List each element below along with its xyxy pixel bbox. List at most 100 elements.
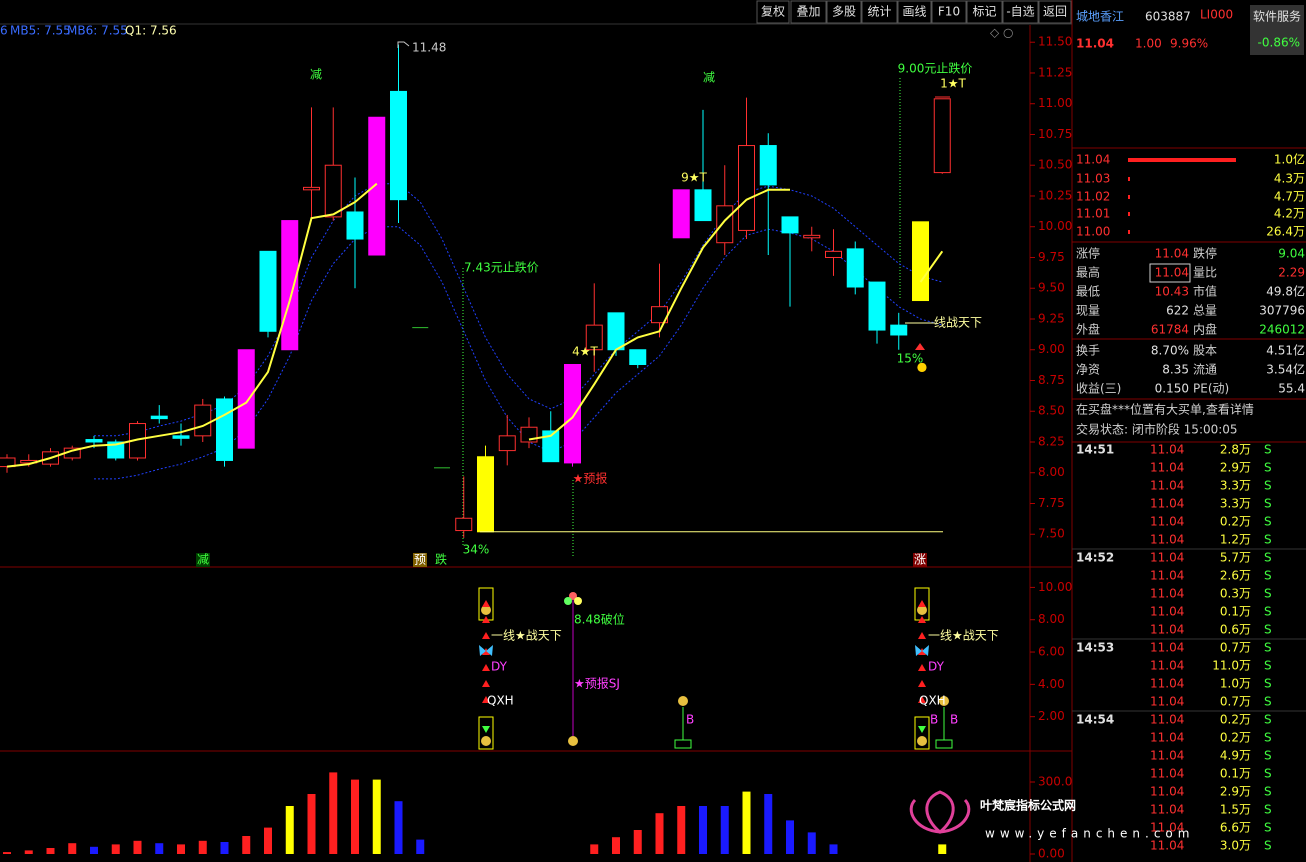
toolbar-label[interactable]: 叠加 bbox=[796, 5, 820, 19]
bid-price: 11.04 bbox=[1076, 153, 1110, 167]
up-arrow bbox=[918, 680, 926, 687]
bid-volume: 1.0亿 bbox=[1274, 152, 1305, 167]
stat-label: 总量 bbox=[1193, 304, 1217, 318]
stat-label: 换手 bbox=[1076, 344, 1100, 358]
tick-side: S bbox=[1264, 641, 1272, 655]
y-tick-label: 10.50 bbox=[1038, 158, 1072, 172]
stat-value: 307796 bbox=[1259, 304, 1305, 318]
volume-bar bbox=[764, 794, 773, 854]
volume-bar bbox=[655, 813, 664, 854]
candle-body bbox=[237, 349, 255, 449]
tick-volume: 0.1万 bbox=[1220, 605, 1251, 619]
tick-side: S bbox=[1264, 533, 1272, 547]
toolbar-button[interactable] bbox=[826, 0, 862, 24]
up-arrow bbox=[482, 632, 490, 639]
butterfly bbox=[915, 645, 929, 656]
toolbar-button[interactable] bbox=[1002, 0, 1039, 24]
y-tick-label: 8.00 bbox=[1038, 612, 1065, 626]
y-tick-label: 10.00 bbox=[1038, 219, 1072, 233]
bid-price: 11.03 bbox=[1076, 172, 1110, 186]
candle-body bbox=[716, 205, 734, 244]
tick-price: 11.04 bbox=[1150, 785, 1184, 799]
diamond-icon: ◇ ○ bbox=[990, 26, 1014, 40]
tick-volume: 0.7万 bbox=[1220, 641, 1251, 655]
tick-side: S bbox=[1264, 767, 1272, 781]
toolbar-label[interactable]: -自选 bbox=[1006, 5, 1034, 19]
toolbar-button[interactable] bbox=[931, 0, 967, 24]
toolbar-label[interactable]: 标记 bbox=[972, 5, 996, 19]
bid-bar bbox=[1128, 212, 1130, 216]
chart-annotation: ★预报 bbox=[573, 471, 608, 486]
tick-time: 14:52 bbox=[1076, 551, 1114, 565]
bid-bar bbox=[1128, 195, 1130, 199]
volume-bar bbox=[720, 806, 729, 854]
volume-bar bbox=[133, 840, 142, 854]
legend-item: 6 bbox=[0, 24, 8, 38]
bid-price: 11.00 bbox=[1076, 225, 1110, 239]
tick-side: S bbox=[1264, 479, 1272, 493]
chart-annotation: 减 bbox=[703, 71, 715, 85]
candle-body bbox=[759, 145, 777, 186]
toolbar-label[interactable]: 多股 bbox=[832, 5, 856, 19]
toolbar-button[interactable] bbox=[1038, 0, 1072, 24]
volume-bar bbox=[155, 843, 164, 854]
bid-bar bbox=[1128, 158, 1236, 162]
stat-label: 现量 bbox=[1076, 304, 1100, 318]
stock-name: 城地香江 bbox=[1076, 10, 1124, 24]
toolbar-label[interactable]: 画线 bbox=[902, 5, 926, 19]
volume-bar bbox=[307, 794, 316, 854]
candle-body bbox=[607, 312, 625, 351]
tick-volume: 0.2万 bbox=[1220, 731, 1251, 745]
y-tick-label: 10.00 bbox=[1038, 580, 1072, 594]
stat-value: 2.29 bbox=[1278, 266, 1305, 280]
toolbar-label[interactable]: 返回 bbox=[1043, 5, 1067, 19]
tick-volume: 2.8万 bbox=[1220, 443, 1251, 457]
tick-price: 11.04 bbox=[1150, 731, 1184, 745]
up-arrow bbox=[482, 680, 490, 687]
y-tick-label: 8.75 bbox=[1038, 373, 1065, 387]
toolbar-label[interactable]: 复权 bbox=[761, 5, 785, 19]
high-marker bbox=[397, 41, 410, 48]
toolbar-button[interactable] bbox=[790, 0, 827, 24]
candle-body bbox=[846, 248, 864, 288]
toolbar-label[interactable]: 统计 bbox=[867, 5, 891, 19]
tick-side: S bbox=[1264, 443, 1272, 457]
tick-volume: 0.2万 bbox=[1220, 515, 1251, 529]
stat-value: 4.51亿 bbox=[1266, 343, 1305, 358]
balloon bbox=[569, 592, 577, 600]
down-arrow bbox=[918, 726, 926, 733]
y-tick-label: 9.00 bbox=[1038, 342, 1065, 356]
tick-side: S bbox=[1264, 461, 1272, 475]
toolbar-button[interactable] bbox=[966, 0, 1003, 24]
bid-bar bbox=[1128, 177, 1130, 181]
stat-value: 10.43 bbox=[1155, 285, 1189, 299]
bid-volume: 4.2万 bbox=[1274, 207, 1305, 221]
tick-side: S bbox=[1264, 569, 1272, 583]
up-arrow bbox=[482, 648, 490, 655]
toolbar-label[interactable]: F10 bbox=[938, 5, 960, 19]
indicator-annotation: 一线★战天下 bbox=[928, 629, 999, 643]
tick-volume: 3.3万 bbox=[1220, 479, 1251, 493]
toolbar-button[interactable] bbox=[897, 0, 932, 24]
chart-annotation: 减 bbox=[310, 68, 322, 82]
y-tick-label: 10.75 bbox=[1038, 127, 1072, 141]
toolbar-button[interactable] bbox=[756, 0, 790, 24]
tick-price: 11.04 bbox=[1150, 479, 1184, 493]
candle-body bbox=[259, 250, 277, 332]
tick-price: 11.04 bbox=[1150, 587, 1184, 601]
tick-price: 11.04 bbox=[1150, 641, 1184, 655]
sector-name: 软件服务 bbox=[1253, 9, 1301, 24]
candle-body bbox=[781, 216, 799, 234]
notice: 在买盘***位置有大买单,查看详情 bbox=[1076, 402, 1254, 417]
tick-price: 11.04 bbox=[1150, 821, 1184, 835]
tick-side: S bbox=[1264, 515, 1272, 529]
up-arrow bbox=[918, 648, 926, 655]
y-tick-label: 11.50 bbox=[1038, 35, 1072, 49]
tick-price: 11.04 bbox=[1150, 677, 1184, 691]
stat-label: 收益(三) bbox=[1076, 382, 1121, 396]
y-tick-label: 0.00 bbox=[1038, 847, 1065, 861]
tick-volume: 4.9万 bbox=[1220, 749, 1251, 763]
volume-bar bbox=[699, 806, 707, 854]
toolbar-button[interactable] bbox=[861, 0, 898, 24]
